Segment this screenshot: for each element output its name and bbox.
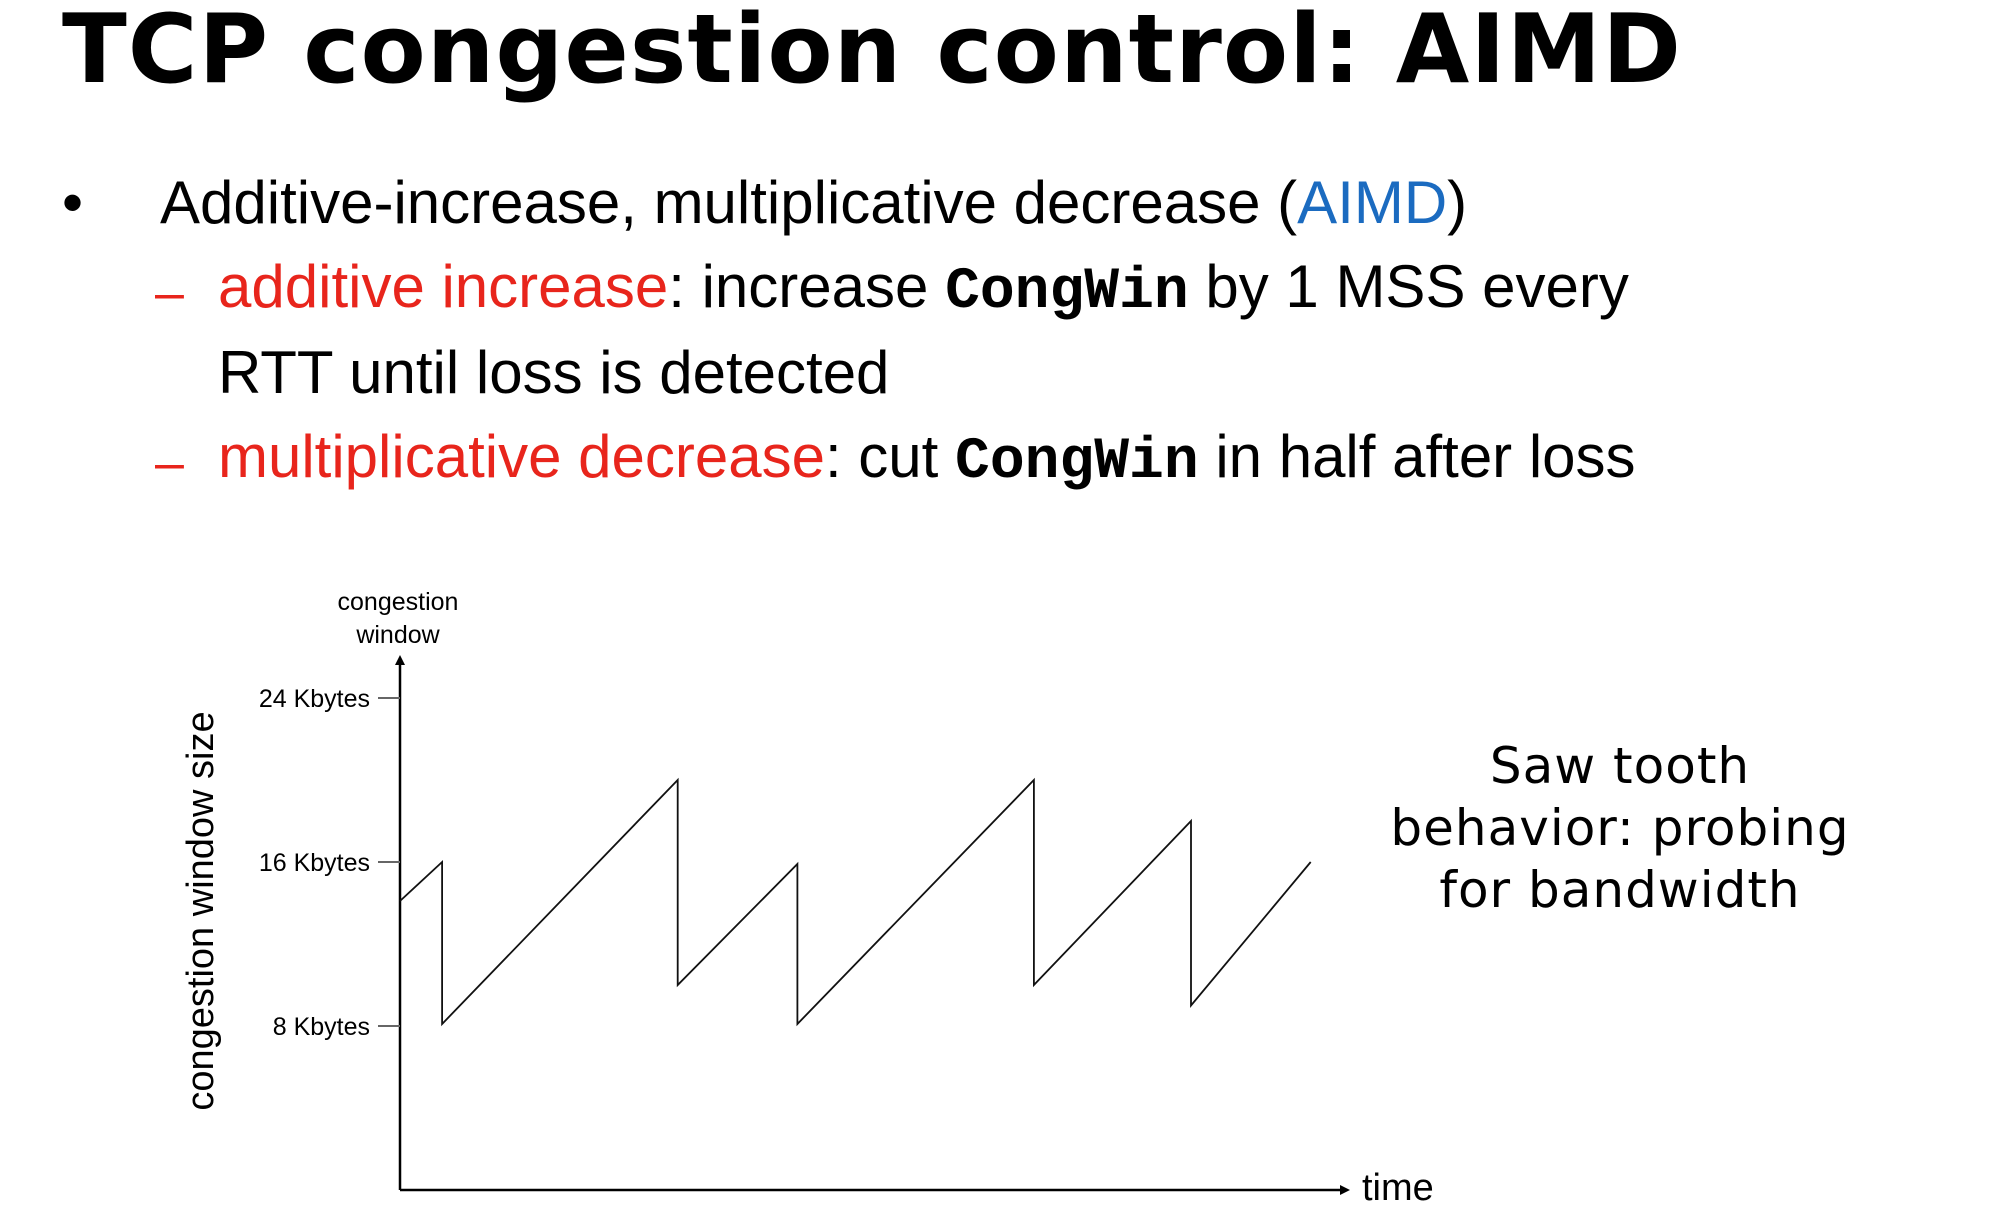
dash-marker-1: – [155, 264, 184, 322]
y-axis-label: congestion window size [180, 711, 222, 1110]
aimd-highlight: AIMD [1297, 169, 1448, 236]
sub-item-additive: additive increase: increase CongWin by 1… [218, 252, 1629, 328]
multiplicative-text-1: : cut [824, 423, 956, 490]
y-tick-label: 8 Kbytes [273, 1013, 370, 1041]
additive-text-1: : increase [668, 253, 946, 320]
multiplicative-decrease-term: multiplicative decrease [218, 423, 825, 490]
y-axis-top-label: congestion [338, 588, 459, 616]
main-bullet-text: Additive-increase, multiplicative decrea… [160, 169, 1298, 236]
sub-item-multiplicative: multiplicative decrease: cut CongWin in … [218, 422, 1636, 498]
sawtooth-line [399, 777, 1312, 1027]
x-axis-label: time [1362, 1167, 1434, 1209]
congwin-code-2: CongWin [955, 430, 1199, 495]
congwin-code-1: CongWin [945, 260, 1189, 325]
additive-text-line2: RTT until loss is detected [218, 339, 890, 406]
caption-line-3: for bandwidth [1439, 861, 1801, 919]
additive-text-2: by 1 MSS every [1188, 253, 1629, 320]
additive-increase-term: additive increase [218, 253, 669, 320]
y-axis-top-label: window [355, 621, 440, 649]
dash-marker-2: – [155, 434, 184, 492]
y-tick-label: 24 Kbytes [259, 685, 370, 713]
y-tick-label: 16 Kbytes [259, 849, 370, 877]
caption-line-1: Saw tooth [1489, 737, 1751, 795]
bullet-dot-icon: • [62, 169, 84, 236]
multiplicative-text-2: in half after loss [1198, 423, 1636, 490]
caption-line-2: behavior: probing [1390, 799, 1850, 857]
main-bullet-closing: ) [1447, 169, 1468, 236]
slide-title: TCP congestion control: AIMD [62, 0, 1682, 105]
main-bullet: Additive-increase, multiplicative decrea… [160, 168, 1467, 238]
sawtooth-caption: Saw tooth behavior: probing for bandwidt… [1390, 735, 1850, 921]
